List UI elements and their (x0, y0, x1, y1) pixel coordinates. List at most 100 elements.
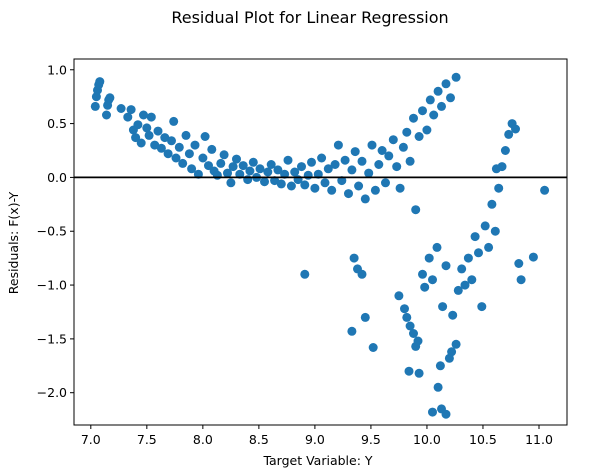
data-point (190, 140, 200, 150)
data-point (330, 160, 340, 169)
data-point (273, 165, 283, 175)
points-layer (90, 72, 550, 419)
x-axis: 7.0 7.5 8.0 8.5 9.0 9.5 10.0 10.5 11.0 (81, 425, 553, 447)
data-point (511, 124, 520, 134)
data-point (405, 321, 415, 331)
data-point (411, 205, 421, 215)
data-point (105, 93, 115, 103)
data-point (178, 158, 188, 168)
data-point (377, 146, 387, 155)
data-point (490, 226, 500, 236)
data-point (528, 252, 538, 262)
data-point (126, 105, 136, 115)
data-point (204, 161, 213, 171)
data-point (500, 146, 510, 155)
data-point (317, 153, 327, 163)
data-point (150, 140, 160, 150)
y-tick-label: 0.5 (47, 116, 67, 131)
data-point (400, 304, 409, 314)
y-tick-label: 1.0 (47, 62, 67, 77)
data-point (123, 112, 133, 122)
data-point (413, 336, 423, 346)
data-point (357, 269, 367, 279)
data-point (367, 140, 377, 150)
data-point (297, 162, 306, 172)
data-point (307, 157, 316, 167)
data-point (350, 147, 360, 157)
data-point (433, 86, 443, 96)
data-point (344, 189, 353, 199)
y-tick-label: −0.5 (37, 224, 67, 239)
data-point (364, 168, 374, 178)
data-point (448, 310, 458, 320)
y-tick-label: −1.0 (37, 278, 67, 293)
data-point (428, 407, 437, 417)
data-point (460, 280, 470, 290)
data-point (200, 132, 210, 141)
x-tick-label: 9.0 (305, 432, 325, 447)
data-point (263, 167, 273, 177)
data-point (320, 178, 330, 188)
data-point (300, 180, 310, 190)
data-point (90, 101, 100, 111)
data-point (394, 291, 404, 301)
data-point (207, 144, 217, 154)
data-point (451, 72, 461, 82)
data-point (402, 127, 412, 137)
data-point (212, 170, 222, 180)
data-point (446, 93, 455, 103)
x-tick-label: 10.5 (469, 432, 497, 447)
data-point (418, 269, 427, 279)
data-point (133, 120, 143, 130)
data-point (451, 339, 461, 349)
data-point (235, 169, 245, 179)
data-point (169, 116, 179, 126)
data-point (198, 153, 208, 163)
x-tick-label: 8.0 (193, 432, 213, 447)
data-point (102, 110, 111, 120)
data-point (418, 106, 427, 116)
data-point (323, 164, 333, 174)
data-point (457, 264, 467, 274)
data-point (402, 312, 412, 322)
data-point (347, 165, 357, 175)
data-point (425, 95, 435, 105)
data-point (144, 130, 154, 140)
data-point (384, 151, 394, 161)
data-point (156, 143, 166, 153)
data-point (160, 133, 170, 143)
x-tick-label: 8.5 (249, 432, 269, 447)
data-point (219, 150, 229, 160)
data-point (360, 194, 370, 204)
data-point (303, 170, 313, 180)
data-point (441, 79, 451, 89)
data-point (280, 169, 290, 179)
data-point (245, 166, 255, 176)
data-point (232, 154, 241, 164)
data-point (290, 167, 300, 177)
y-tick-label: 0.0 (47, 170, 67, 185)
data-point (435, 361, 445, 371)
y-axis-label: Residuals: F(x)-Y (6, 191, 21, 294)
data-point (187, 164, 197, 174)
data-point (153, 126, 163, 136)
data-point (95, 77, 105, 87)
data-point (463, 253, 473, 263)
data-point (388, 135, 398, 145)
data-point (428, 275, 437, 285)
data-point (487, 199, 497, 209)
plot-frame (73, 58, 568, 426)
data-point (480, 221, 490, 231)
data-point (270, 176, 280, 186)
data-point (414, 132, 424, 141)
data-point (184, 149, 194, 159)
data-point (167, 136, 176, 146)
data-point (142, 123, 152, 133)
data-point (429, 110, 439, 120)
data-point (516, 275, 526, 285)
data-point (438, 302, 448, 312)
y-tick-label: −2.0 (37, 385, 67, 400)
data-point (238, 161, 248, 171)
data-point (467, 275, 477, 285)
